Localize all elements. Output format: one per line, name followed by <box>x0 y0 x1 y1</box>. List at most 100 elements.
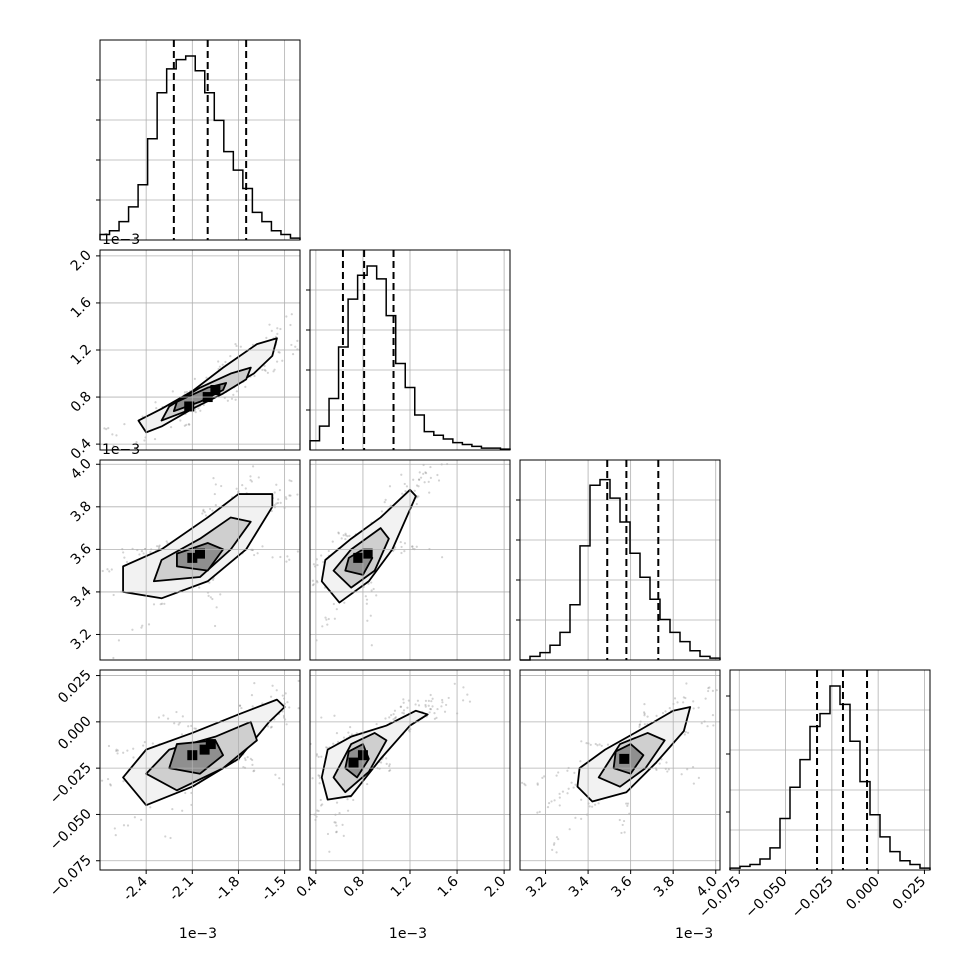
scatter-point <box>388 769 391 773</box>
scatter-point <box>623 831 626 834</box>
scatter-point <box>335 801 339 804</box>
scatter-point <box>505 640 507 642</box>
scatter-point <box>265 800 267 802</box>
scatter-point <box>249 757 252 760</box>
scatter-point <box>70 618 72 620</box>
scatter-point <box>417 704 421 707</box>
scatter-point <box>240 706 243 710</box>
density-peak-bin <box>195 548 205 559</box>
scatter-point <box>728 678 730 680</box>
scatter-point <box>335 830 338 833</box>
scatter-point <box>722 677 724 679</box>
scatter-point <box>403 542 407 545</box>
scatter-point <box>311 579 315 582</box>
scatter-point <box>135 441 138 444</box>
scatter-point <box>204 514 208 517</box>
scatter-point <box>273 718 276 721</box>
scatter-point <box>348 534 351 537</box>
scatter-point <box>538 810 541 813</box>
scatter-point <box>214 504 217 507</box>
scatter-point <box>626 804 629 807</box>
scatter-point <box>208 507 212 511</box>
scatter-point <box>716 666 718 668</box>
scatter-point <box>366 782 369 786</box>
scatter-point <box>404 490 407 493</box>
scatter-point <box>251 763 254 766</box>
scatter-point <box>402 698 405 701</box>
scatter-point <box>169 836 172 840</box>
panel-3-2 <box>519 666 730 871</box>
scatter-point <box>384 498 387 502</box>
scatter-point <box>462 699 465 702</box>
scatter-point <box>638 723 642 726</box>
scatter-point <box>112 593 115 597</box>
scatter-point <box>367 582 370 585</box>
scatter-point <box>112 656 115 660</box>
scatter-point <box>293 799 295 801</box>
scatter-point <box>384 717 387 720</box>
scatter-point <box>253 374 256 378</box>
scatter-point <box>151 742 154 745</box>
scatter-point <box>279 501 282 504</box>
scatter-point <box>394 716 397 719</box>
scatter-point <box>682 701 685 704</box>
scatter-point <box>428 491 431 494</box>
scatter-point <box>213 492 216 496</box>
scatter-point <box>441 454 443 456</box>
scatter-point <box>244 385 247 388</box>
scatter-point <box>122 551 125 554</box>
scatter-point <box>110 568 113 571</box>
scatter-point <box>431 697 434 700</box>
scatter-point <box>122 824 126 827</box>
scatter-point <box>316 563 319 567</box>
scatter-point <box>441 556 444 559</box>
scatter-point <box>87 797 89 799</box>
scatter-point <box>317 755 320 758</box>
scatter-point <box>388 763 391 766</box>
scatter-point <box>682 696 685 699</box>
scatter-point <box>622 819 626 823</box>
scatter-point <box>329 302 331 304</box>
scatter-point <box>325 746 328 749</box>
scatter-point <box>288 558 291 561</box>
scatter-point <box>333 714 336 717</box>
scatter-point <box>311 777 314 780</box>
scatter-point <box>279 327 282 331</box>
scatter-point <box>655 768 658 771</box>
scatter-point <box>392 718 395 721</box>
scatter-point <box>686 731 690 734</box>
scatter-point <box>673 697 677 700</box>
scatter-point <box>268 323 271 326</box>
scatter-point <box>142 744 145 747</box>
scatter-point <box>435 716 438 719</box>
scatter-point <box>276 432 278 434</box>
scatter-point <box>289 323 292 327</box>
scatter-point <box>310 557 312 559</box>
scatter-point <box>536 811 539 814</box>
scatter-point <box>580 798 583 801</box>
scatter-point <box>244 758 247 762</box>
scatter-point <box>318 774 321 778</box>
scatter-point <box>278 489 282 492</box>
y-tick-label: −0.075 <box>47 852 95 900</box>
scatter-point <box>33 812 35 814</box>
scatter-point <box>253 682 256 685</box>
scatter-point <box>349 726 352 729</box>
scatter-point <box>400 551 403 555</box>
scatter-point <box>294 836 296 838</box>
scatter-point <box>203 511 206 514</box>
scatter-point <box>638 723 641 727</box>
scatter-point <box>212 477 215 480</box>
scatter-point <box>344 537 347 541</box>
scatter-point <box>436 473 439 477</box>
scatter-point <box>115 749 118 753</box>
scatter-point <box>211 509 214 512</box>
scatter-point <box>235 487 238 490</box>
scatter-point <box>276 327 279 330</box>
scatter-point <box>220 484 223 488</box>
scatter-point <box>388 765 391 768</box>
scatter-point <box>429 693 432 697</box>
x-tick-label: −0.025 <box>789 874 837 922</box>
scatter-point <box>566 769 569 772</box>
scatter-point <box>375 594 378 597</box>
